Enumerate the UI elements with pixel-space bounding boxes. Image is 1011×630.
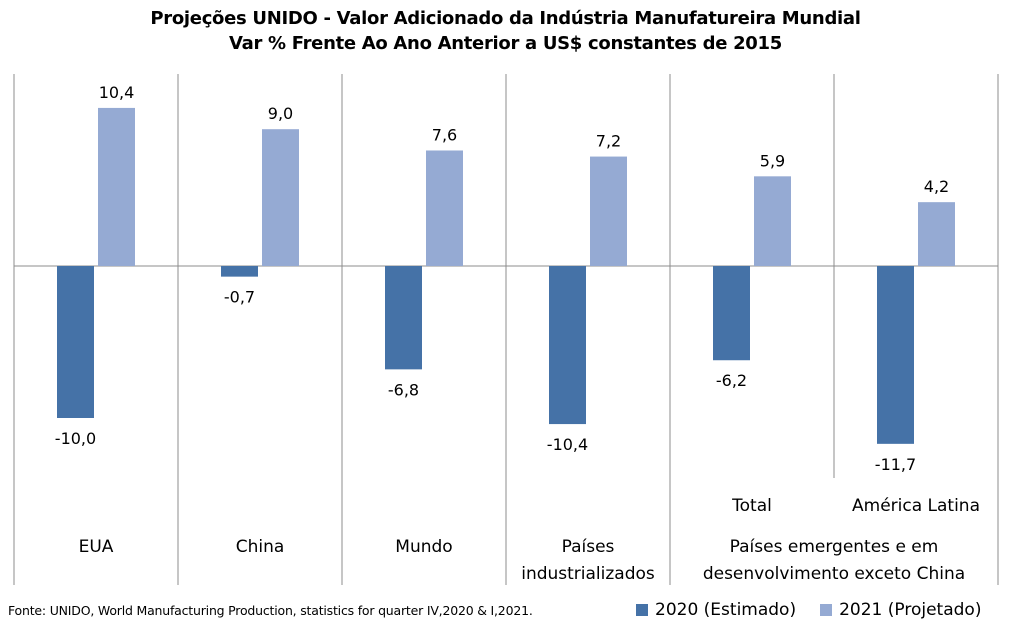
data-label: -0,7 xyxy=(224,288,255,307)
chart-bars xyxy=(57,107,955,444)
chart-legend: 2020 (Estimado) 2021 (Projetado) xyxy=(636,598,981,622)
bar-2020-estimado-eua xyxy=(57,266,94,418)
legend-label-2020: 2020 (Estimado) xyxy=(655,600,797,620)
data-label: -6,2 xyxy=(716,371,747,390)
data-label: -11,7 xyxy=(875,455,916,474)
legend-label-2021: 2021 (Projetado) xyxy=(839,600,982,620)
legend-item-2020: 2020 (Estimado) xyxy=(636,600,796,620)
bar-2020-estimado-china xyxy=(221,266,258,277)
category-label-china: China xyxy=(236,537,285,557)
data-label: -10,0 xyxy=(55,429,96,448)
bar-2021-projetado-eua xyxy=(98,107,135,266)
data-label: -6,8 xyxy=(388,380,419,399)
bar-2020-estimado-mundo xyxy=(385,266,422,370)
data-label: 7,2 xyxy=(596,132,621,151)
legend-swatch-2021 xyxy=(820,604,833,616)
category-label-total: Total xyxy=(731,496,772,516)
chart-title-line-1: Projeções UNIDO - Valor Adicionado da In… xyxy=(150,8,861,29)
data-label: 7,6 xyxy=(432,125,457,144)
group-label-line-2: desenvolvimento exceto China xyxy=(703,564,965,584)
category-label-america-latina: América Latina xyxy=(852,496,980,516)
category-label-paises-industrializados: Países xyxy=(562,537,615,557)
bar-2021-projetado-america-latina xyxy=(918,202,955,266)
chart-subtitle: Var % Frente Ao Ano Anterior a US$ const… xyxy=(229,33,782,54)
bar-2021-projetado-mundo xyxy=(426,150,463,266)
bar-2021-projetado-paises-industrializados xyxy=(590,156,627,266)
bar-2020-estimado-paises-industrializados xyxy=(549,266,586,425)
bar-2021-projetado-china xyxy=(262,129,299,266)
data-label: -10,4 xyxy=(547,435,588,454)
group-label: Países emergentes e em xyxy=(730,537,939,557)
data-label: 5,9 xyxy=(760,151,785,170)
data-label: 4,2 xyxy=(924,177,949,196)
bar-2020-estimado-america-latina xyxy=(877,266,914,444)
category-label-eua: EUA xyxy=(79,537,114,557)
legend-item-2021: 2021 (Projetado) xyxy=(820,600,981,620)
source-note: Fonte: UNIDO, World Manufacturing Produc… xyxy=(8,603,533,618)
chart-labels: -10,0 -0,7 -6,8 -10,4 -6,2 -11,7 10,4 9,0 7,6 7,2… xyxy=(55,83,980,584)
category-label-mundo: Mundo xyxy=(395,537,452,557)
data-label: 10,4 xyxy=(99,83,135,102)
chart-title: Projeções UNIDO - Valor Adicionado da In… xyxy=(0,6,1011,56)
chart-axes xyxy=(13,74,999,585)
bar-2020-estimado-total xyxy=(713,266,750,361)
bar-2021-projetado-total xyxy=(754,176,791,266)
data-label: 9,0 xyxy=(268,104,293,123)
legend-swatch-2020 xyxy=(636,604,648,616)
category-label-paises-industrializados-line-2: industrializados xyxy=(521,564,655,584)
